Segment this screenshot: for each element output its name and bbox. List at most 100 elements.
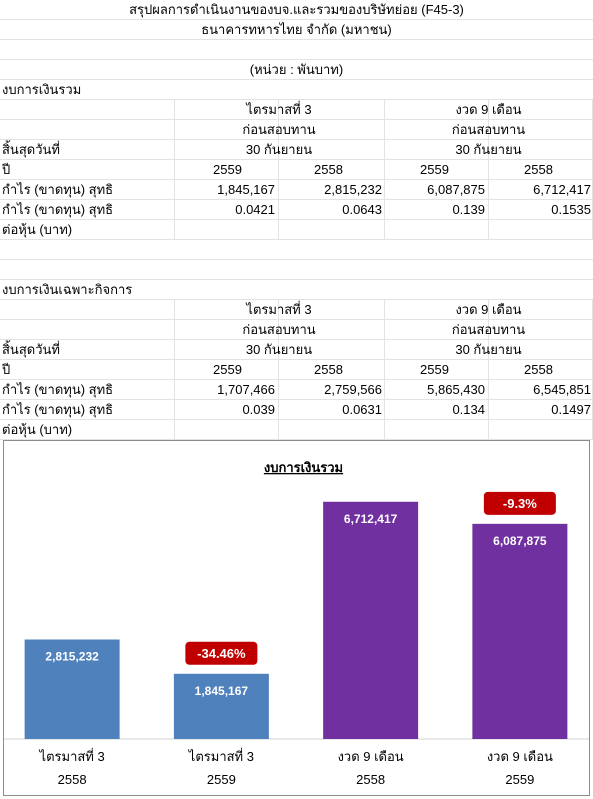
value-cell[interactable]: 0.039 bbox=[242, 402, 275, 417]
grid-line bbox=[0, 319, 593, 320]
grid-line bbox=[0, 279, 593, 280]
year-cell[interactable]: 2559 bbox=[420, 362, 449, 377]
year-cell[interactable]: 2558 bbox=[314, 162, 343, 177]
data-label: 6,712,417 bbox=[344, 512, 398, 526]
value-cell[interactable]: 5,865,430 bbox=[427, 382, 485, 397]
grid-line bbox=[174, 300, 175, 440]
value-cell[interactable]: 0.134 bbox=[452, 402, 485, 417]
data-label: 6,087,875 bbox=[493, 534, 547, 548]
row-label[interactable]: ต่อหุ้น (บาท) bbox=[2, 222, 73, 237]
grid-line bbox=[0, 359, 593, 360]
quarter-header[interactable]: ไตรมาสที่ 3 bbox=[246, 302, 312, 317]
category-label: ไตรมาสที่ 3 bbox=[188, 748, 254, 764]
row-label[interactable]: กำไร (ขาดทุน) สุทธิ bbox=[2, 202, 114, 217]
grid-line bbox=[488, 300, 489, 440]
category-year-label: 2558 bbox=[356, 772, 385, 787]
grid-line bbox=[0, 179, 593, 180]
value-cell[interactable]: 1,707,466 bbox=[217, 382, 275, 397]
grid-line bbox=[0, 119, 593, 120]
year-cell[interactable]: 2559 bbox=[213, 362, 242, 377]
bar bbox=[173, 673, 269, 739]
year-cell[interactable]: 2559 bbox=[420, 162, 449, 177]
value-cell[interactable]: 0.0643 bbox=[342, 202, 382, 217]
bar bbox=[472, 523, 568, 739]
row-label[interactable]: กำไร (ขาดทุน) สุทธิ bbox=[2, 382, 114, 397]
ninemonth-header[interactable]: งวด 9 เดือน bbox=[455, 302, 522, 317]
audit-status-quarter[interactable]: ก่อนสอบทาน bbox=[242, 322, 316, 337]
company-name[interactable]: ธนาคารทหารไทย จำกัด (มหาชน) bbox=[201, 22, 392, 37]
value-cell[interactable]: 1,845,167 bbox=[217, 182, 275, 197]
data-label: 2,815,232 bbox=[45, 650, 99, 664]
year-cell[interactable]: 2558 bbox=[524, 162, 553, 177]
section-title-consolidated[interactable]: งบการเงินรวม bbox=[2, 82, 82, 97]
bar bbox=[24, 639, 120, 739]
bar bbox=[323, 501, 419, 739]
end-date-quarter[interactable]: 30 กันยายน bbox=[245, 342, 313, 357]
value-cell[interactable]: 0.139 bbox=[452, 202, 485, 217]
sheet-title-row: สรุปผลการดำเนินงานของบจ.และรวมของบริษัทย… bbox=[0, 0, 593, 20]
grid-line bbox=[0, 19, 593, 20]
year-cell[interactable]: 2559 bbox=[213, 162, 242, 177]
audit-status-ninemonth[interactable]: ก่อนสอบทาน bbox=[451, 122, 526, 137]
end-date-label[interactable]: สิ้นสุดวันที่ bbox=[2, 342, 60, 357]
grid-line bbox=[0, 239, 593, 240]
category-year-label: 2559 bbox=[505, 772, 534, 787]
grid-line bbox=[0, 299, 593, 300]
chart-container[interactable]: งบการเงินรวม 2,815,232 ไตรมาสที่ 3 2558 1,84… bbox=[3, 440, 590, 796]
change-badge bbox=[185, 641, 258, 665]
quarter-header[interactable]: ไตรมาสที่ 3 bbox=[246, 102, 312, 117]
value-cell[interactable]: 0.0421 bbox=[235, 202, 275, 217]
year-cell[interactable]: 2558 bbox=[524, 362, 553, 377]
grid-line bbox=[0, 419, 593, 420]
grid-line bbox=[384, 300, 385, 440]
row-label[interactable]: กำไร (ขาดทุน) สุทธิ bbox=[2, 182, 114, 197]
bar-chart: งบการเงินรวม 2,815,232 ไตรมาสที่ 3 2558 1,84… bbox=[4, 460, 589, 787]
change-badge-label: -9.3% bbox=[503, 496, 537, 511]
value-cell[interactable]: 6,087,875 bbox=[427, 182, 485, 197]
grid-line bbox=[0, 39, 593, 40]
value-cell[interactable]: 0.1497 bbox=[551, 402, 591, 417]
row-label[interactable]: ต่อหุ้น (บาท) bbox=[2, 422, 73, 437]
end-date-label[interactable]: สิ้นสุดวันที่ bbox=[2, 142, 60, 157]
category-label: ไตรมาสที่ 3 bbox=[39, 748, 105, 764]
grid-line bbox=[384, 100, 385, 240]
row-label[interactable]: กำไร (ขาดทุน) สุทธิ bbox=[2, 402, 114, 417]
ninemonth-header[interactable]: งวด 9 เดือน bbox=[455, 102, 522, 117]
grid-line bbox=[174, 100, 175, 240]
change-badge-label: -34.46% bbox=[197, 646, 246, 661]
grid-line bbox=[0, 99, 593, 100]
value-cell[interactable]: 6,545,851 bbox=[533, 382, 591, 397]
sheet-title[interactable]: สรุปผลการดำเนินงานของบจ.และรวมของบริษัทย… bbox=[129, 2, 464, 17]
spreadsheet: สรุปผลการดำเนินงานของบจ.และรวมของบริษัทย… bbox=[0, 0, 593, 440]
year-label[interactable]: ปี bbox=[2, 362, 11, 377]
end-date-ninemonth[interactable]: 30 กันยายน bbox=[455, 342, 522, 357]
category-label: งวด 9 เดือน bbox=[338, 749, 404, 764]
change-badge bbox=[483, 491, 556, 515]
grid-line bbox=[0, 399, 593, 400]
grid-line bbox=[0, 139, 593, 140]
unit-label[interactable]: (หน่วย : พันบาท) bbox=[249, 62, 344, 77]
year-label[interactable]: ปี bbox=[2, 162, 11, 177]
grid-line bbox=[0, 159, 593, 160]
section-title-separate[interactable]: งบการเงินเฉพาะกิจการ bbox=[2, 282, 133, 297]
audit-status-ninemonth[interactable]: ก่อนสอบทาน bbox=[451, 322, 526, 337]
chart-title: งบการเงินรวม bbox=[264, 460, 343, 475]
grid-line bbox=[488, 100, 489, 240]
value-cell[interactable]: 2,759,566 bbox=[324, 382, 382, 397]
grid-line bbox=[0, 79, 593, 80]
category-label: งวด 9 เดือน bbox=[487, 749, 553, 764]
unit-row: (หน่วย : พันบาท) bbox=[0, 60, 593, 80]
value-cell[interactable]: 0.0631 bbox=[342, 402, 382, 417]
value-cell[interactable]: 6,712,417 bbox=[533, 182, 591, 197]
audit-status-quarter[interactable]: ก่อนสอบทาน bbox=[242, 122, 316, 137]
category-year-label: 2559 bbox=[207, 772, 236, 787]
end-date-ninemonth[interactable]: 30 กันยายน bbox=[455, 142, 522, 157]
value-cell[interactable]: 2,815,232 bbox=[324, 182, 382, 197]
data-label: 1,845,167 bbox=[195, 684, 249, 698]
end-date-quarter[interactable]: 30 กันยายน bbox=[245, 142, 313, 157]
grid-line bbox=[0, 439, 593, 440]
value-cell[interactable]: 0.1535 bbox=[551, 202, 591, 217]
grid-line bbox=[0, 219, 593, 220]
category-year-label: 2558 bbox=[58, 772, 87, 787]
year-cell[interactable]: 2558 bbox=[314, 362, 343, 377]
